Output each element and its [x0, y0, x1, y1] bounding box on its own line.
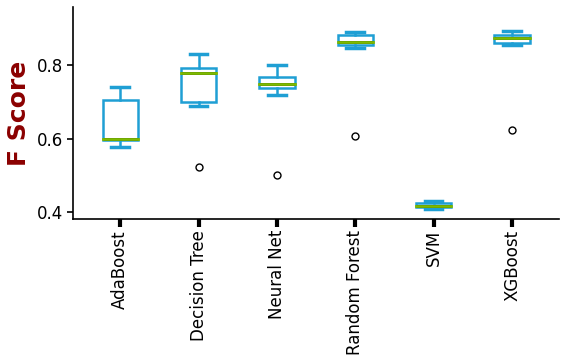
Y-axis label: F Score: F Score [7, 60, 31, 165]
PathPatch shape [338, 35, 373, 45]
PathPatch shape [416, 203, 451, 207]
PathPatch shape [102, 100, 138, 140]
PathPatch shape [494, 35, 530, 43]
PathPatch shape [181, 68, 216, 102]
PathPatch shape [259, 77, 294, 88]
